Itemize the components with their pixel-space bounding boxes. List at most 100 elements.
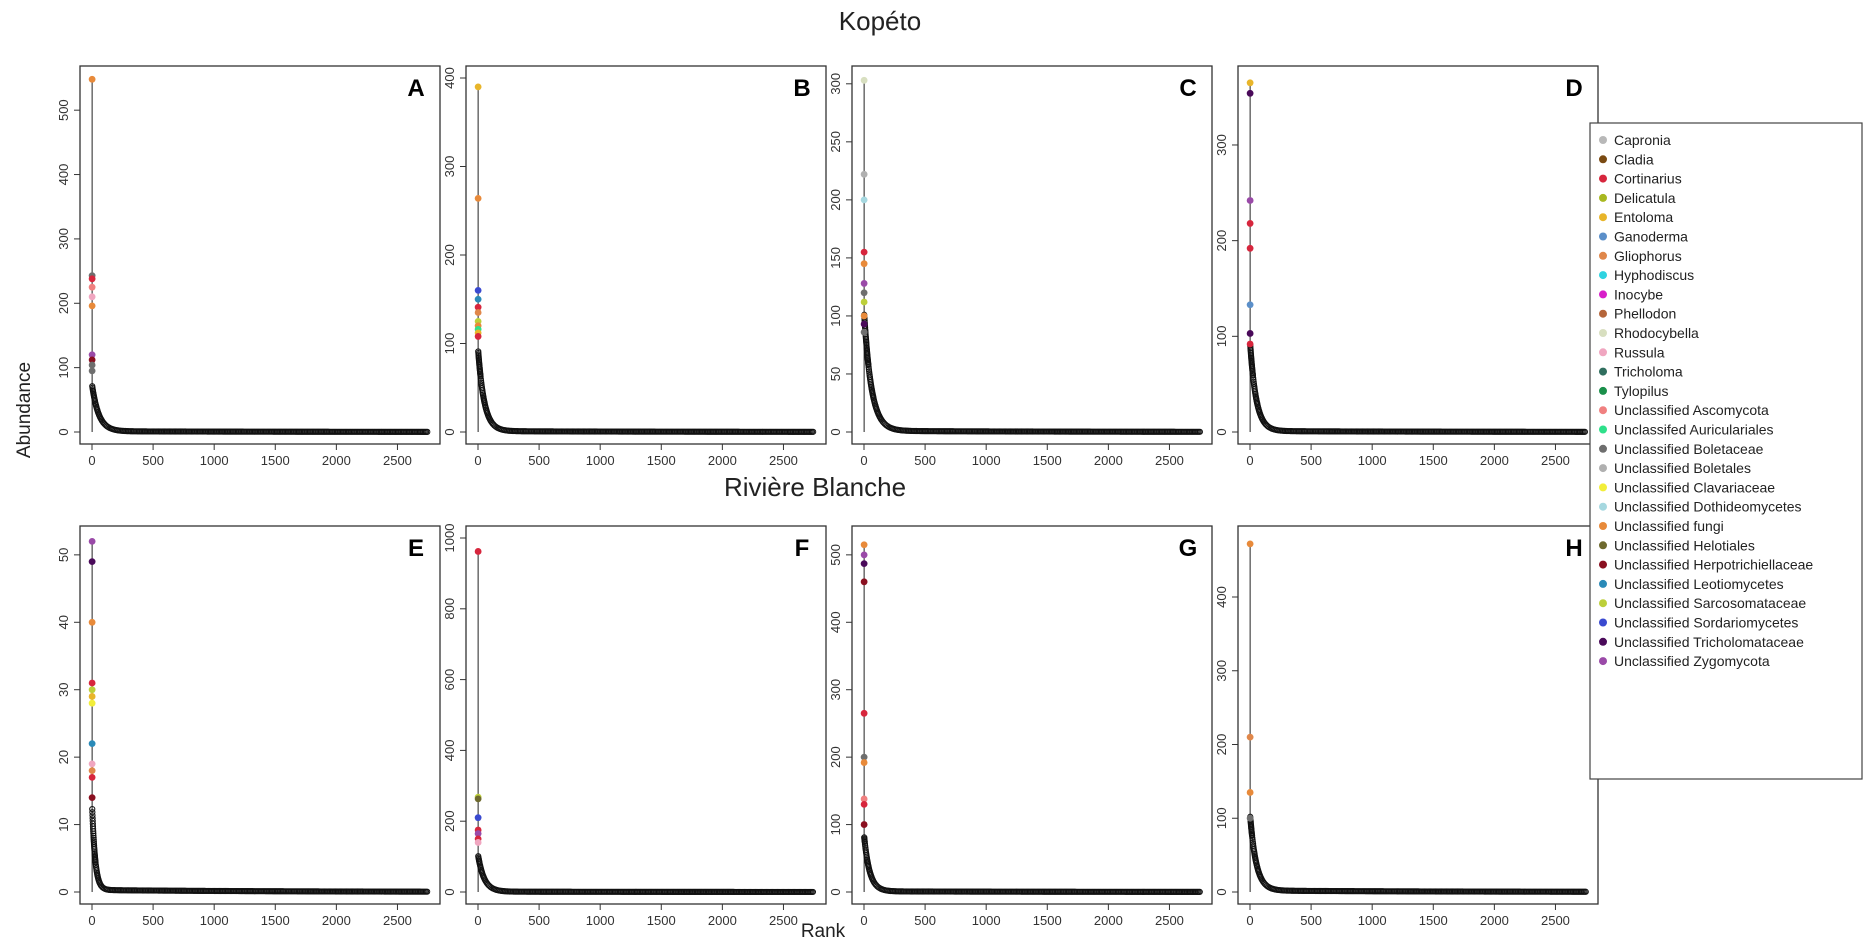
legend-swatch: [1599, 638, 1607, 646]
top-taxon-point: [89, 767, 96, 774]
y-tick-label: 400: [56, 164, 71, 186]
legend-swatch: [1599, 194, 1607, 202]
top-taxon-point: [1247, 301, 1254, 308]
panel-letter-a: A: [407, 75, 424, 102]
legend-item: Unclassifed Auriculariales: [1599, 422, 1774, 438]
x-tick-label: 1000: [200, 913, 229, 928]
top-taxon-point: [475, 83, 482, 90]
y-tick-label: 0: [828, 888, 843, 895]
legend-swatch: [1599, 406, 1607, 414]
legend-item: Unclassified fungi: [1599, 518, 1724, 534]
legend-swatch: [1599, 599, 1607, 607]
x-tick-label: 1000: [1358, 453, 1387, 468]
top-taxon-point: [861, 260, 868, 267]
y-tick-label: 100: [442, 333, 457, 355]
legend-item: Unclassified Herpotrichiellaceae: [1599, 557, 1813, 573]
x-tick-label: 1000: [1358, 913, 1387, 928]
legend-label: Unclassified Boletales: [1614, 460, 1751, 476]
top-taxon-point: [1247, 220, 1254, 227]
top-taxon-point: [475, 839, 482, 846]
legend-swatch: [1599, 155, 1607, 163]
y-tick-label: 0: [1214, 428, 1229, 435]
y-tick-label: 100: [1214, 807, 1229, 829]
x-tick-label: 500: [1300, 453, 1322, 468]
legend-swatch: [1599, 233, 1607, 241]
x-tick-label: 500: [142, 913, 164, 928]
top-taxon-point: [861, 710, 868, 717]
legend-item: Unclassified Sarcosomataceae: [1599, 595, 1806, 611]
x-tick-label: 2000: [1480, 453, 1509, 468]
legend-swatch: [1599, 657, 1607, 665]
y-tick-label: 800: [442, 598, 457, 620]
y-tick-label: 200: [828, 189, 843, 211]
y-tick-label: 50: [56, 548, 71, 562]
x-tick-label: 500: [914, 913, 936, 928]
top-taxon-point: [475, 309, 482, 316]
x-tick-label: 2000: [1480, 913, 1509, 928]
top-taxon-point: [89, 740, 96, 747]
y-tick-label: 40: [56, 615, 71, 629]
top-taxon-point: [89, 284, 96, 291]
panel-letter-b: B: [793, 75, 810, 102]
top-taxon-point: [89, 558, 96, 565]
x-tick-label: 2500: [769, 913, 798, 928]
top-taxon-point: [861, 249, 868, 256]
x-tick-label: 0: [1246, 453, 1253, 468]
top-taxon-point: [89, 538, 96, 545]
legend: Capronia Cladia Cortinarius Delicatula Entol…: [1590, 123, 1862, 779]
x-tick-label: 1500: [261, 913, 290, 928]
legend-label: Rhodocybella: [1614, 325, 1699, 341]
top-taxon-point: [861, 329, 868, 336]
top-taxon-point: [861, 171, 868, 178]
top-taxon-point: [89, 686, 96, 693]
y-tick-label: 1000: [442, 524, 457, 553]
y-tick-label: 300: [1214, 134, 1229, 156]
legend-label: Unclassified Dothideomycetes: [1614, 499, 1802, 515]
x-tick-label: 1000: [972, 913, 1001, 928]
x-tick-label: 2500: [1155, 913, 1184, 928]
top-taxon-point: [475, 333, 482, 340]
y-tick-label: 50: [828, 367, 843, 381]
y-tick-label: 30: [56, 682, 71, 696]
x-tick-label: 2500: [383, 453, 412, 468]
y-tick-label: 600: [442, 669, 457, 691]
x-tick-label: 2500: [1541, 453, 1570, 468]
panel-letter-e: E: [408, 535, 424, 562]
x-tick-label: 1000: [586, 913, 615, 928]
x-tick-label: 2500: [383, 913, 412, 928]
legend-item: Unclassified Sordariomycetes: [1599, 615, 1798, 631]
x-axis-title: Rank: [801, 921, 846, 942]
legend-swatch: [1599, 580, 1607, 588]
legend-label: Unclassified Leotiomycetes: [1614, 576, 1784, 592]
top-taxon-point: [1247, 815, 1254, 822]
legend-label: Cladia: [1614, 151, 1654, 167]
y-tick-label: 300: [442, 156, 457, 178]
legend-swatch: [1599, 561, 1607, 569]
top-taxon-point: [89, 362, 96, 369]
y-tick-label: 300: [828, 679, 843, 701]
y-tick-label: 150: [828, 247, 843, 269]
y-tick-label: 250: [828, 131, 843, 153]
legend-swatch: [1599, 541, 1607, 549]
top-taxon-point: [89, 619, 96, 626]
x-tick-label: 0: [88, 453, 95, 468]
top-taxon-point: [1247, 330, 1254, 337]
legend-label: Unclassified Zygomycota: [1614, 653, 1770, 669]
legend-label: Unclassifed Auriculariales: [1614, 422, 1774, 438]
legend-swatch: [1599, 310, 1607, 318]
x-tick-label: 2500: [769, 453, 798, 468]
y-tick-label: 200: [828, 746, 843, 768]
top-taxon-point: [89, 693, 96, 700]
legend-label: Tricholoma: [1614, 364, 1683, 380]
top-taxon-point: [1247, 245, 1254, 252]
x-tick-label: 500: [528, 913, 550, 928]
x-tick-label: 0: [474, 913, 481, 928]
y-tick-label: 400: [442, 740, 457, 762]
y-tick-label: 200: [1214, 230, 1229, 252]
x-tick-label: 1500: [1419, 453, 1448, 468]
top-taxon-point: [1247, 789, 1254, 796]
x-tick-label: 500: [914, 453, 936, 468]
y-tick-label: 300: [828, 73, 843, 95]
legend-swatch: [1599, 483, 1607, 491]
top-taxon-point: [475, 195, 482, 202]
